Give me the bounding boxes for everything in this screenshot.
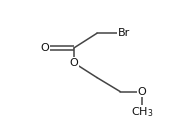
Text: O: O	[70, 58, 78, 68]
Text: O: O	[40, 43, 49, 53]
Text: O: O	[138, 87, 146, 97]
Text: Br: Br	[118, 28, 130, 38]
Text: CH$_3$: CH$_3$	[131, 106, 153, 119]
